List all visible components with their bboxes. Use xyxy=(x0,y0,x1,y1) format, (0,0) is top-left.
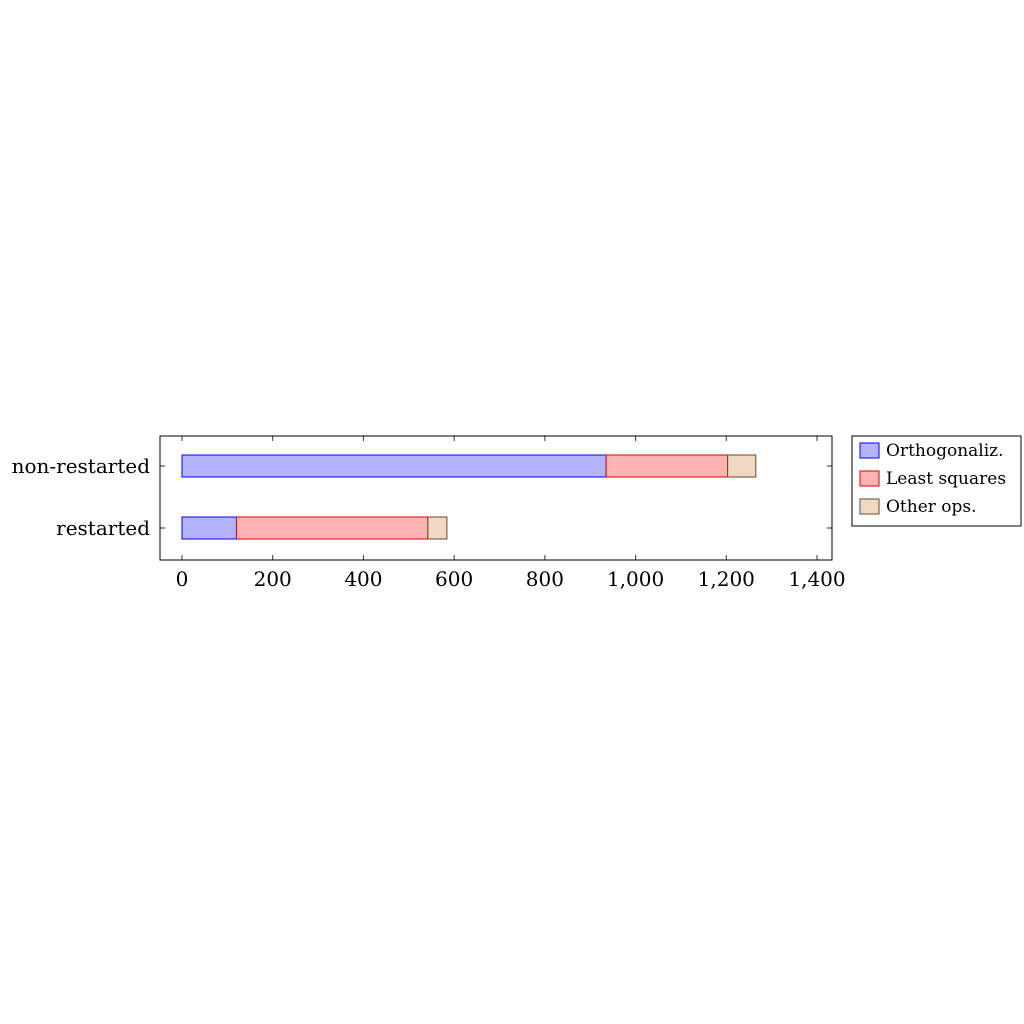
bar-non-restarted-least-squares xyxy=(605,454,729,478)
y-tick-label: non-restarted xyxy=(12,454,151,478)
legend-label: Orthogonaliz. xyxy=(886,441,1004,461)
legend-label: Least squares xyxy=(886,469,1006,489)
x-tick-label: 600 xyxy=(435,567,473,591)
x-tick-label: 400 xyxy=(344,567,382,591)
bars xyxy=(181,454,757,540)
bar-restarted-other-ops xyxy=(427,516,448,540)
bar-restarted-orthogonaliz xyxy=(181,516,237,540)
legend-swatch xyxy=(859,442,880,459)
legend: Orthogonaliz. Least squares Other ops. xyxy=(851,435,1022,527)
plot-frame xyxy=(159,435,833,561)
x-tick-label: 800 xyxy=(526,567,564,591)
x-tick-label: 1,400 xyxy=(788,567,845,591)
axis-ticks xyxy=(160,436,832,560)
legend-swatch xyxy=(859,498,880,515)
legend-box xyxy=(851,435,1022,527)
y-tick-labels: restarted non-restarted xyxy=(12,454,151,540)
legend-swatch xyxy=(859,470,880,487)
bar-non-restarted-other-ops xyxy=(727,454,757,478)
x-tick-label: 1,200 xyxy=(698,567,755,591)
x-tick-label: 1,000 xyxy=(607,567,664,591)
legend-label: Other ops. xyxy=(886,497,977,517)
bar-non-restarted-orthogonaliz xyxy=(181,454,607,478)
bar-restarted-least-squares xyxy=(235,516,429,540)
x-tick-label: 200 xyxy=(254,567,292,591)
x-tick-labels: 0 200 400 600 800 1,000 1,200 1,400 xyxy=(176,567,846,591)
y-tick-label: restarted xyxy=(56,516,150,540)
x-tick-label: 0 xyxy=(176,567,189,591)
